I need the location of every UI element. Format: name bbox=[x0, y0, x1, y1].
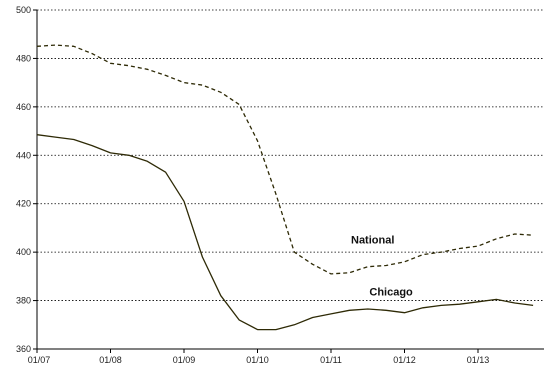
labels: 360 380 400 420 440 460 480 500 01/07 01/08 01/09 0… bbox=[16, 5, 489, 365]
y-tick-label: 400 bbox=[16, 247, 31, 257]
series-label-chicago: Chicago bbox=[369, 287, 413, 299]
x-tick-label: 01/08 bbox=[99, 355, 122, 365]
series-lines bbox=[36, 44, 534, 331]
y-tick-label: 420 bbox=[16, 199, 31, 209]
axes bbox=[33, 9, 544, 353]
y-tick-label: 380 bbox=[16, 296, 31, 306]
y-tick-label: 460 bbox=[16, 102, 31, 112]
x-tick-label: 01/07 bbox=[28, 355, 51, 365]
y-tick-label: 360 bbox=[16, 344, 31, 354]
series-label-national: National bbox=[351, 235, 394, 247]
series-line-chicago bbox=[36, 134, 534, 331]
series-line-national bbox=[36, 44, 534, 275]
x-tick-label: 01/11 bbox=[320, 355, 342, 365]
x-tick-label: 01/09 bbox=[173, 355, 196, 365]
y-tick-label: 440 bbox=[16, 150, 31, 160]
x-tick-label: 01/10 bbox=[246, 355, 269, 365]
x-tick-label: 01/12 bbox=[393, 355, 416, 365]
x-tick-label: 01/13 bbox=[467, 355, 490, 365]
y-tick-label: 480 bbox=[16, 53, 31, 63]
gridlines bbox=[37, 9, 544, 301]
y-tick-label: 500 bbox=[16, 5, 31, 15]
